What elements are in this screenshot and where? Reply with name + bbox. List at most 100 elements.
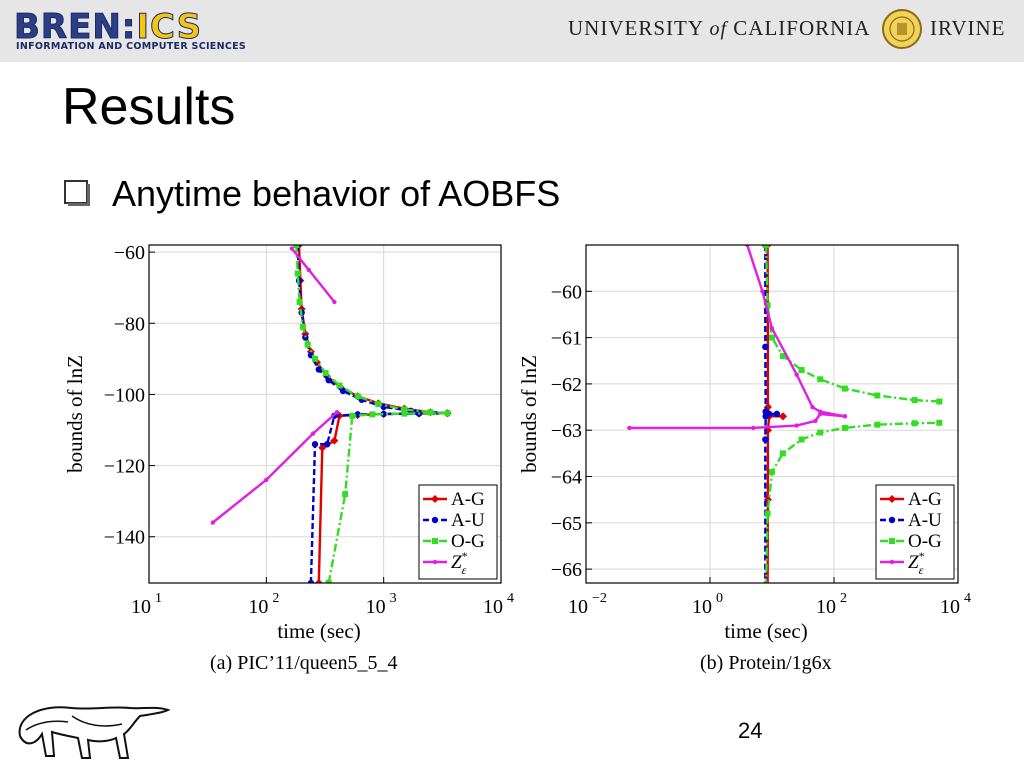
series-line-A-U-upper [296, 245, 448, 415]
data-point-Z [842, 414, 848, 419]
legend-label-A-G: A-G [451, 489, 485, 510]
chart-queen: 10 1 10 2 10 3 10 4 −60 −80 −100 −120 −140 time (sec)… [63, 242, 514, 643]
data-point-Z [810, 404, 815, 410]
data-point-O-G [369, 411, 376, 418]
series-line-Z-lower [212, 411, 338, 524]
y-tick-label: −63 [551, 420, 582, 442]
x-tick-exponent: 0 [716, 591, 723, 606]
data-point-O-G [322, 370, 329, 377]
data-point-O-G [763, 585, 769, 591]
slide-title: Results [62, 78, 236, 136]
y-tick-label: −64 [551, 467, 582, 489]
x-tick-exponent: 4 [507, 591, 514, 606]
y-tick-label: −60 [551, 281, 582, 303]
x-tick-label: 10 [366, 596, 386, 618]
y-tick-label: −140 [104, 527, 145, 549]
data-point-A-U [339, 387, 347, 395]
legend-marker [889, 559, 895, 565]
legend-marker [432, 559, 438, 565]
data-point-A-U [315, 366, 322, 373]
data-point-O-G [841, 424, 848, 431]
x-tick-exponent: 3 [390, 591, 397, 606]
data-point-A-U [762, 584, 768, 590]
data-point-O-G [312, 355, 319, 362]
data-point-Z [760, 289, 765, 294]
data-point-O-G [911, 397, 918, 404]
data-point-A-U [302, 334, 309, 341]
series-line-O-G-upper [764, 245, 940, 403]
data-point-Z [627, 425, 632, 431]
x-tick-label: 10 [940, 596, 960, 618]
data-point-O-G [401, 410, 408, 417]
legend: A-GA-UO-GZ* ε [418, 484, 498, 580]
x-tick-exponent: 4 [964, 591, 971, 606]
series-line-O-G-lower [764, 421, 940, 583]
data-point-O-G [798, 436, 805, 443]
data-point-Z [794, 423, 799, 428]
y-tick-label: −60 [114, 242, 145, 264]
bren-ics-subtitle: INFORMATION AND COMPUTER SCIENCES [16, 41, 247, 52]
bren-ics-logo: BREN:ICS INFORMATION AND COMPUTER SCIENC… [14, 8, 276, 54]
data-point-O-G [764, 510, 771, 517]
data-point-O-G [817, 376, 824, 383]
y-tick-label: −61 [551, 328, 582, 350]
data-point-O-G [779, 353, 786, 360]
data-point-Z [794, 372, 799, 377]
legend-marker [889, 538, 895, 544]
data-point-A-U [323, 441, 331, 448]
data-point-A-G [778, 412, 787, 421]
data-point-O-G [342, 491, 349, 498]
bullet-text: Anytime behavior of AOBFS [112, 173, 561, 214]
y-axis-label: bounds of lnZ [63, 355, 87, 473]
y-tick-label: −120 [104, 456, 145, 478]
data-point-O-G [769, 468, 775, 475]
data-point-A-U [307, 579, 315, 583]
series-group [627, 245, 943, 591]
y-tick-label: −66 [551, 559, 582, 581]
data-point-O-G [779, 450, 786, 457]
legend-box [418, 484, 498, 580]
series-line-Z-lower [629, 412, 846, 430]
data-point-Z [264, 477, 269, 483]
data-point-O-G [817, 429, 824, 436]
x-tick-exponent: −2 [592, 591, 607, 606]
data-point-Z [306, 267, 311, 273]
data-point-O-G [401, 406, 408, 413]
header-banner: BREN:ICS INFORMATION AND COMPUTER SCIENC… [0, 0, 1024, 62]
legend-marker [888, 495, 896, 503]
uci-name-right: IRVINE [930, 16, 1006, 40]
data-point-Z [332, 299, 337, 305]
uci-seal-icon [882, 9, 922, 49]
x-axis-label: time (sec) [277, 619, 360, 643]
legend-box [875, 484, 955, 580]
y-axis-label: bounds of lnZ [517, 355, 541, 473]
data-point-Z [289, 246, 295, 251]
legend-marker [431, 495, 439, 503]
data-point-A-U [762, 436, 769, 443]
data-point-O-G [936, 398, 943, 405]
data-point-O-G [294, 270, 301, 277]
y-tick-label: −65 [551, 513, 582, 535]
page-number: 24 [738, 718, 763, 743]
x-tick-label: 10 [131, 596, 151, 618]
chart-protein: 10 −2 10 0 10 2 10 4 −60 −61 −62 −63 −64 −65 −66 time (… [517, 244, 971, 643]
data-point-O-G [375, 401, 382, 408]
data-point-O-G [798, 367, 805, 374]
legend-marker [888, 516, 896, 524]
anteater-mascot-icon [18, 706, 171, 759]
data-point-O-G [936, 419, 943, 426]
x-axis-label: time (sec) [724, 619, 807, 643]
uci-name-left: UNIVERSITY of CALIFORNIA [568, 16, 871, 40]
series-group [210, 245, 452, 583]
legend-label-A-G: A-G [908, 489, 942, 510]
data-point-O-G [874, 392, 881, 399]
chart-caption-b: (b) Protein/1g6x [700, 652, 832, 674]
data-point-O-G [764, 302, 771, 309]
data-point-Z [769, 326, 775, 331]
plot-frame [585, 244, 959, 584]
data-point-A-U [765, 410, 773, 418]
series-line-O-G-lower [327, 412, 448, 583]
x-tick-exponent: 2 [272, 591, 279, 606]
series-line-A-G-upper [297, 245, 448, 415]
x-tick-exponent: 1 [155, 591, 162, 606]
